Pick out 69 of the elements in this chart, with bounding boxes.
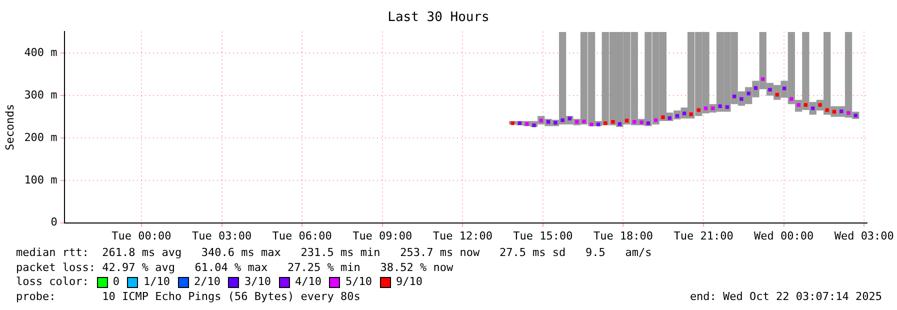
- point: [546, 120, 550, 124]
- y-tick-label: 400 m: [24, 46, 58, 60]
- y-tick-label: 300 m: [24, 88, 58, 102]
- x-tick-label: Tue 15:00: [513, 229, 573, 242]
- text: median rtt: 261.8 ms avg 340.6 ms max 231.5 ms min 253.7 ms now 27.5 ms sd 9.5 am/s: [16, 246, 652, 260]
- point: [611, 120, 615, 124]
- point: [832, 110, 836, 114]
- point: [582, 120, 586, 124]
- point: [825, 108, 829, 112]
- point: [761, 77, 765, 81]
- point: [661, 115, 665, 120]
- y-tick-label: 0: [50, 216, 58, 229]
- point: [840, 109, 844, 114]
- y-tick-label: 200 m: [24, 130, 58, 144]
- point: [810, 106, 815, 110]
- text: packet loss: 42.97 % avg 61.04 % max 27.25 % min 38.52 % now: [16, 260, 454, 275]
- point: [624, 118, 629, 122]
- point: [818, 103, 822, 107]
- legend-label: 2/10: [194, 275, 220, 290]
- legend-title: loss color:: [16, 275, 89, 290]
- point: [768, 88, 772, 92]
- point: [775, 92, 779, 97]
- legend-label: 0: [112, 275, 120, 290]
- chart-title: Last 30 Hours: [388, 10, 490, 26]
- legend-label: 9/10: [396, 275, 422, 290]
- point: [654, 118, 658, 122]
- point: [732, 94, 736, 98]
- point: [746, 92, 750, 96]
- point: [754, 86, 758, 90]
- x-tick-label: Tue 00:00: [112, 229, 172, 242]
- point: [618, 122, 622, 126]
- point: [604, 121, 608, 126]
- x-tick-label: Tue 06:00: [272, 229, 332, 242]
- x-tick-label: Tue 03:00: [192, 229, 252, 242]
- point: [711, 106, 715, 110]
- point: [632, 120, 636, 124]
- point: [560, 118, 564, 122]
- point: [682, 112, 686, 116]
- x-tick-label: Tue 21:00: [674, 229, 734, 242]
- text: end: Wed Oct 22 03:07:14 2025: [690, 290, 882, 304]
- point: [718, 104, 722, 108]
- point: [696, 108, 700, 112]
- point: [790, 97, 794, 101]
- legend-label: 5/10: [345, 275, 372, 290]
- x-tick-label: Tue 12:00: [432, 229, 492, 242]
- point: [782, 86, 786, 90]
- point: [568, 116, 572, 120]
- legend-label: 3/10: [244, 275, 271, 290]
- point: [846, 111, 850, 115]
- y-axis-title: Seconds: [3, 104, 16, 150]
- point: [539, 118, 544, 122]
- x-tick-label: Wed 00:00: [754, 229, 814, 242]
- point: [675, 114, 680, 118]
- point: [740, 97, 744, 101]
- point: [646, 121, 650, 126]
- point: [796, 103, 800, 107]
- text: probe: 10 ICMP Echo Pings (56 Bytes) every 80s: [16, 290, 360, 304]
- point: [804, 103, 808, 107]
- legend-label: 1/10: [143, 275, 170, 290]
- point: [704, 106, 708, 110]
- point: [668, 116, 672, 120]
- x-tick-label: Tue 09:00: [352, 229, 412, 242]
- point: [590, 122, 594, 126]
- legend-label: 4/10: [294, 275, 322, 290]
- y-tick-label: 100 m: [24, 173, 58, 186]
- x-tick-label: Tue 18:00: [593, 229, 654, 242]
- x-tick-label: Wed 03:00: [834, 229, 894, 242]
- point: [689, 112, 693, 116]
- point: [725, 105, 730, 109]
